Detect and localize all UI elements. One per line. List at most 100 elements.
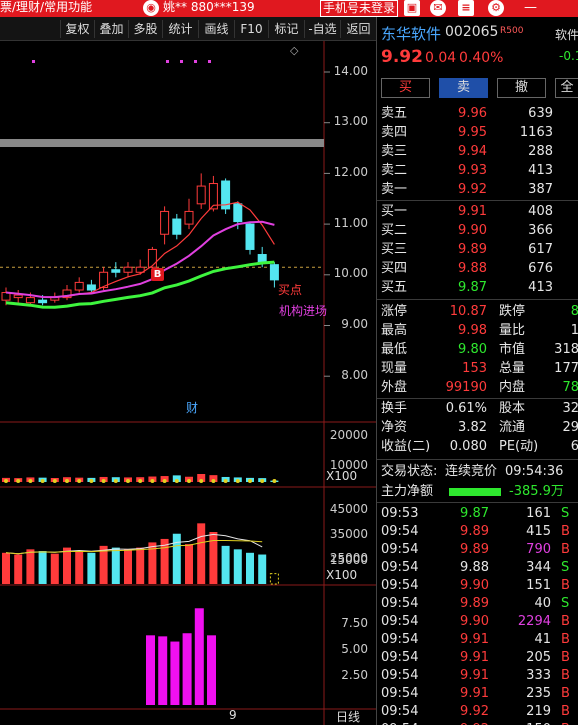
finance-marker: 财 (186, 401, 199, 415)
stat-row[interactable]: 净资 3.82 流通 29 (377, 418, 578, 437)
buy-level-row[interactable]: 买四 9.88 676 (377, 259, 578, 278)
stat-row[interactable]: 换手 0.61% 股本 32 (377, 399, 578, 418)
signal-dot (194, 60, 197, 63)
buy-level-row[interactable]: 买五 9.87 413 (377, 278, 578, 297)
top-bar-menu-text[interactable]: 票/理财/常用功能 (0, 0, 93, 14)
buy-level-label: 买二 (381, 223, 408, 238)
indicator-tick: 5.00 (341, 642, 368, 656)
remove-watchlist-button[interactable]: -自选 (304, 20, 340, 38)
stat-row[interactable]: 最低 9.80 市值 318 (377, 340, 578, 359)
indicator-tick: 2.50 (341, 668, 368, 682)
notification-icon[interactable]: ▣ (404, 0, 420, 16)
tick-time: 09:54 (381, 560, 419, 575)
price-tick: 13.00 (333, 114, 368, 128)
back-button[interactable]: 返回 (340, 20, 376, 38)
cancel-order-button[interactable]: 撤 (497, 78, 546, 98)
message-icon[interactable]: ✉ (430, 0, 446, 16)
buy-level-label: 买五 (381, 280, 408, 295)
tick-volume: 2294 (517, 614, 551, 629)
stat-row[interactable]: 最高 9.98 量比 1 (377, 321, 578, 340)
tick-row[interactable]: 09:54 9.89 790 B (377, 540, 578, 559)
stat-row[interactable]: 涨停 10.87 跌停 8 (377, 302, 578, 321)
candle-body (172, 218, 182, 235)
chart-canvas[interactable]: ◇ (0, 41, 376, 725)
buy-level-label: 买四 (381, 261, 408, 276)
sell-level-row[interactable]: 卖四 9.95 1163 (377, 123, 578, 142)
buy-level-row[interactable]: 买二 9.90 366 (377, 221, 578, 240)
sell-level-row[interactable]: 卖一 9.92 387 (377, 180, 578, 199)
user-avatar-icon[interactable]: ◉ (143, 0, 159, 16)
volume2-bar (2, 552, 10, 584)
tick-row[interactable]: 09:54 9.91 235 B (377, 684, 578, 703)
candle-body (38, 299, 48, 304)
indicator-bar (146, 635, 155, 705)
sell-level-row[interactable]: 卖五 9.96 639 (377, 104, 578, 123)
tick-volume: 151 (526, 578, 551, 593)
tick-volume: 790 (526, 542, 551, 557)
buy-level-row[interactable]: 买一 9.91 408 (377, 202, 578, 221)
trade-status-row[interactable]: 交易状态: 连续竞价 09:54:36 (377, 462, 578, 481)
buy-button[interactable]: 买 (381, 78, 430, 98)
tick-time: 09:54 (381, 596, 419, 611)
tick-row[interactable]: 09:54 9.92 150 B (377, 720, 578, 725)
sell-level-price: 9.93 (458, 163, 487, 178)
f10-button[interactable]: F10 (234, 20, 268, 38)
mark-button[interactable]: 标记 (268, 20, 304, 38)
volume1-marker (150, 479, 155, 483)
stat-row[interactable]: 现量 153 总量 177 (377, 359, 578, 378)
expand-diamond-icon[interactable]: ◇ (290, 44, 299, 57)
draw-line-button[interactable]: 画线 (198, 20, 234, 38)
login-status-button[interactable]: 手机号未登录 (320, 0, 399, 17)
tick-row[interactable]: 09:54 9.92 219 B (377, 702, 578, 721)
tick-row[interactable]: 09:53 9.87 161 S (377, 504, 578, 523)
candle-body (111, 269, 121, 273)
stat-label: 量比 (499, 323, 526, 338)
volume1-marker (187, 479, 191, 483)
tick-volume: 161 (526, 506, 551, 521)
tick-time: 09:53 (381, 506, 419, 521)
sell-level-row[interactable]: 卖二 9.93 413 (377, 161, 578, 180)
list-icon[interactable]: ≡ (458, 0, 474, 16)
tick-row[interactable]: 09:54 9.88 344 S (377, 558, 578, 577)
tick-row[interactable]: 09:54 9.91 333 B (377, 666, 578, 685)
tick-row[interactable]: 09:54 9.89 415 B (377, 522, 578, 541)
volume1-marker (211, 479, 216, 483)
top-bar: 票/理财/常用功能 ◉ 姚** 880***139 手机号未登录 ▣ ✉ ≡ ⚙… (0, 0, 578, 17)
overlay-button[interactable]: 叠加 (94, 20, 128, 38)
tick-row[interactable]: 09:54 9.91 41 B (377, 630, 578, 649)
volume1-marker (199, 479, 204, 483)
buy-level-price: 9.89 (458, 242, 487, 257)
user-account-text[interactable]: 姚** 880***139 (163, 0, 255, 14)
fuquan-button[interactable]: 复权 (60, 20, 94, 38)
tick-row[interactable]: 09:54 9.91 205 B (377, 648, 578, 667)
tick-price: 9.87 (460, 506, 489, 521)
tick-row[interactable]: 09:54 9.89 40 S (377, 594, 578, 613)
statistics-button[interactable]: 统计 (162, 20, 198, 38)
sell-level-volume: 288 (528, 144, 553, 159)
ma10-line (5, 220, 275, 299)
sell-level-row[interactable]: 卖三 9.94 288 (377, 142, 578, 161)
trade-status-time: 09:54:36 (505, 464, 564, 479)
all-button[interactable]: 全 (555, 78, 578, 98)
candle-body (74, 281, 84, 291)
tick-time: 09:54 (381, 668, 419, 683)
indicator-bar (194, 608, 204, 705)
stat-row[interactable]: 外盘 99190 内盘 78 (377, 378, 578, 397)
price-tick: 10.00 (333, 266, 368, 280)
sell-button[interactable]: 卖 (439, 78, 488, 98)
buy-level-row[interactable]: 买三 9.89 617 (377, 240, 578, 259)
buy-level-label: 买一 (381, 204, 408, 219)
tick-row[interactable]: 09:54 9.90 151 B (377, 576, 578, 595)
tick-volume: 333 (526, 668, 551, 683)
tick-row[interactable]: 09:54 9.90 2294 B (377, 612, 578, 631)
candle-body (86, 284, 96, 291)
volume1-marker (248, 479, 252, 483)
minimize-icon[interactable]: — (524, 0, 537, 15)
stat-label: 涨停 (381, 304, 408, 319)
period-daily-button[interactable]: 日线 (336, 710, 361, 724)
kline-chart[interactable]: ◇ 14.00 13.00 12.00 11.00 10.00 9.00 8.0… (0, 41, 376, 725)
multi-stock-button[interactable]: 多股 (128, 20, 162, 38)
stat-row[interactable]: 收益(二) 0.080 PE(动) 6 (377, 437, 578, 456)
main-flow-row[interactable]: 主力净额 -385.9万 (377, 482, 578, 501)
settings-gear-icon[interactable]: ⚙ (488, 0, 504, 16)
